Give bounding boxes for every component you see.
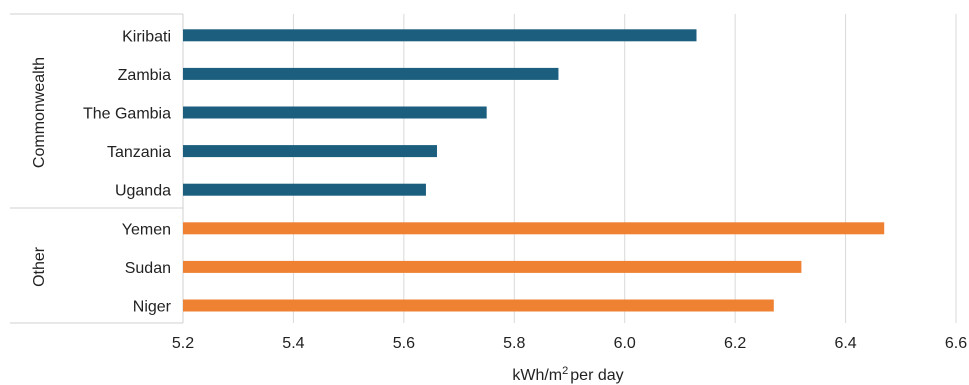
group-labels: Commonwealth Other [31,57,48,287]
bar-yemen [183,222,885,235]
category-label-uganda: Uganda [115,183,171,200]
x-tick-labels: 5.2 5.4 5.6 5.8 6.0 6.2 6.4 6.6 [172,335,967,352]
x-tick-5.2: 5.2 [172,335,194,352]
bar-the-gambia [183,106,487,119]
x-tick-6.6: 6.6 [945,335,967,352]
group-label-other: Other [31,246,48,287]
category-label-tanzania: Tanzania [107,144,171,161]
bar-uganda [183,183,426,196]
x-tick-6.4: 6.4 [834,335,856,352]
bar-tanzania [183,145,437,158]
x-axis-title-main: kWh/m [512,367,562,384]
x-tick-6.2: 6.2 [724,335,746,352]
category-label-yemen: Yemen [122,221,171,238]
category-label-niger: Niger [133,299,172,316]
category-label-sudan: Sudan [125,260,171,277]
x-tick-5.8: 5.8 [503,335,525,352]
x-axis-title: kWh/m2 per day [512,365,623,384]
category-labels: Kiribati Zambia The Gambia Tanzania Uganda Ye… [83,28,172,315]
gridlines [10,13,957,324]
bar-kiribati [183,29,697,42]
x-tick-5.6: 5.6 [393,335,415,352]
x-axis-title-rest: per day [570,367,623,384]
x-tick-5.4: 5.4 [282,335,304,352]
x-tick-6.0: 6.0 [614,335,636,352]
category-label-the-gambia: The Gambia [83,106,171,123]
category-label-zambia: Zambia [118,67,171,84]
bars [183,29,885,312]
group-label-commonwealth: Commonwealth [31,57,48,168]
bar-zambia [183,67,559,80]
bar-niger [183,299,774,312]
x-axis-title-sup: 2 [562,365,568,377]
category-label-kiribati: Kiribati [122,28,171,45]
bar-sudan [183,260,802,273]
